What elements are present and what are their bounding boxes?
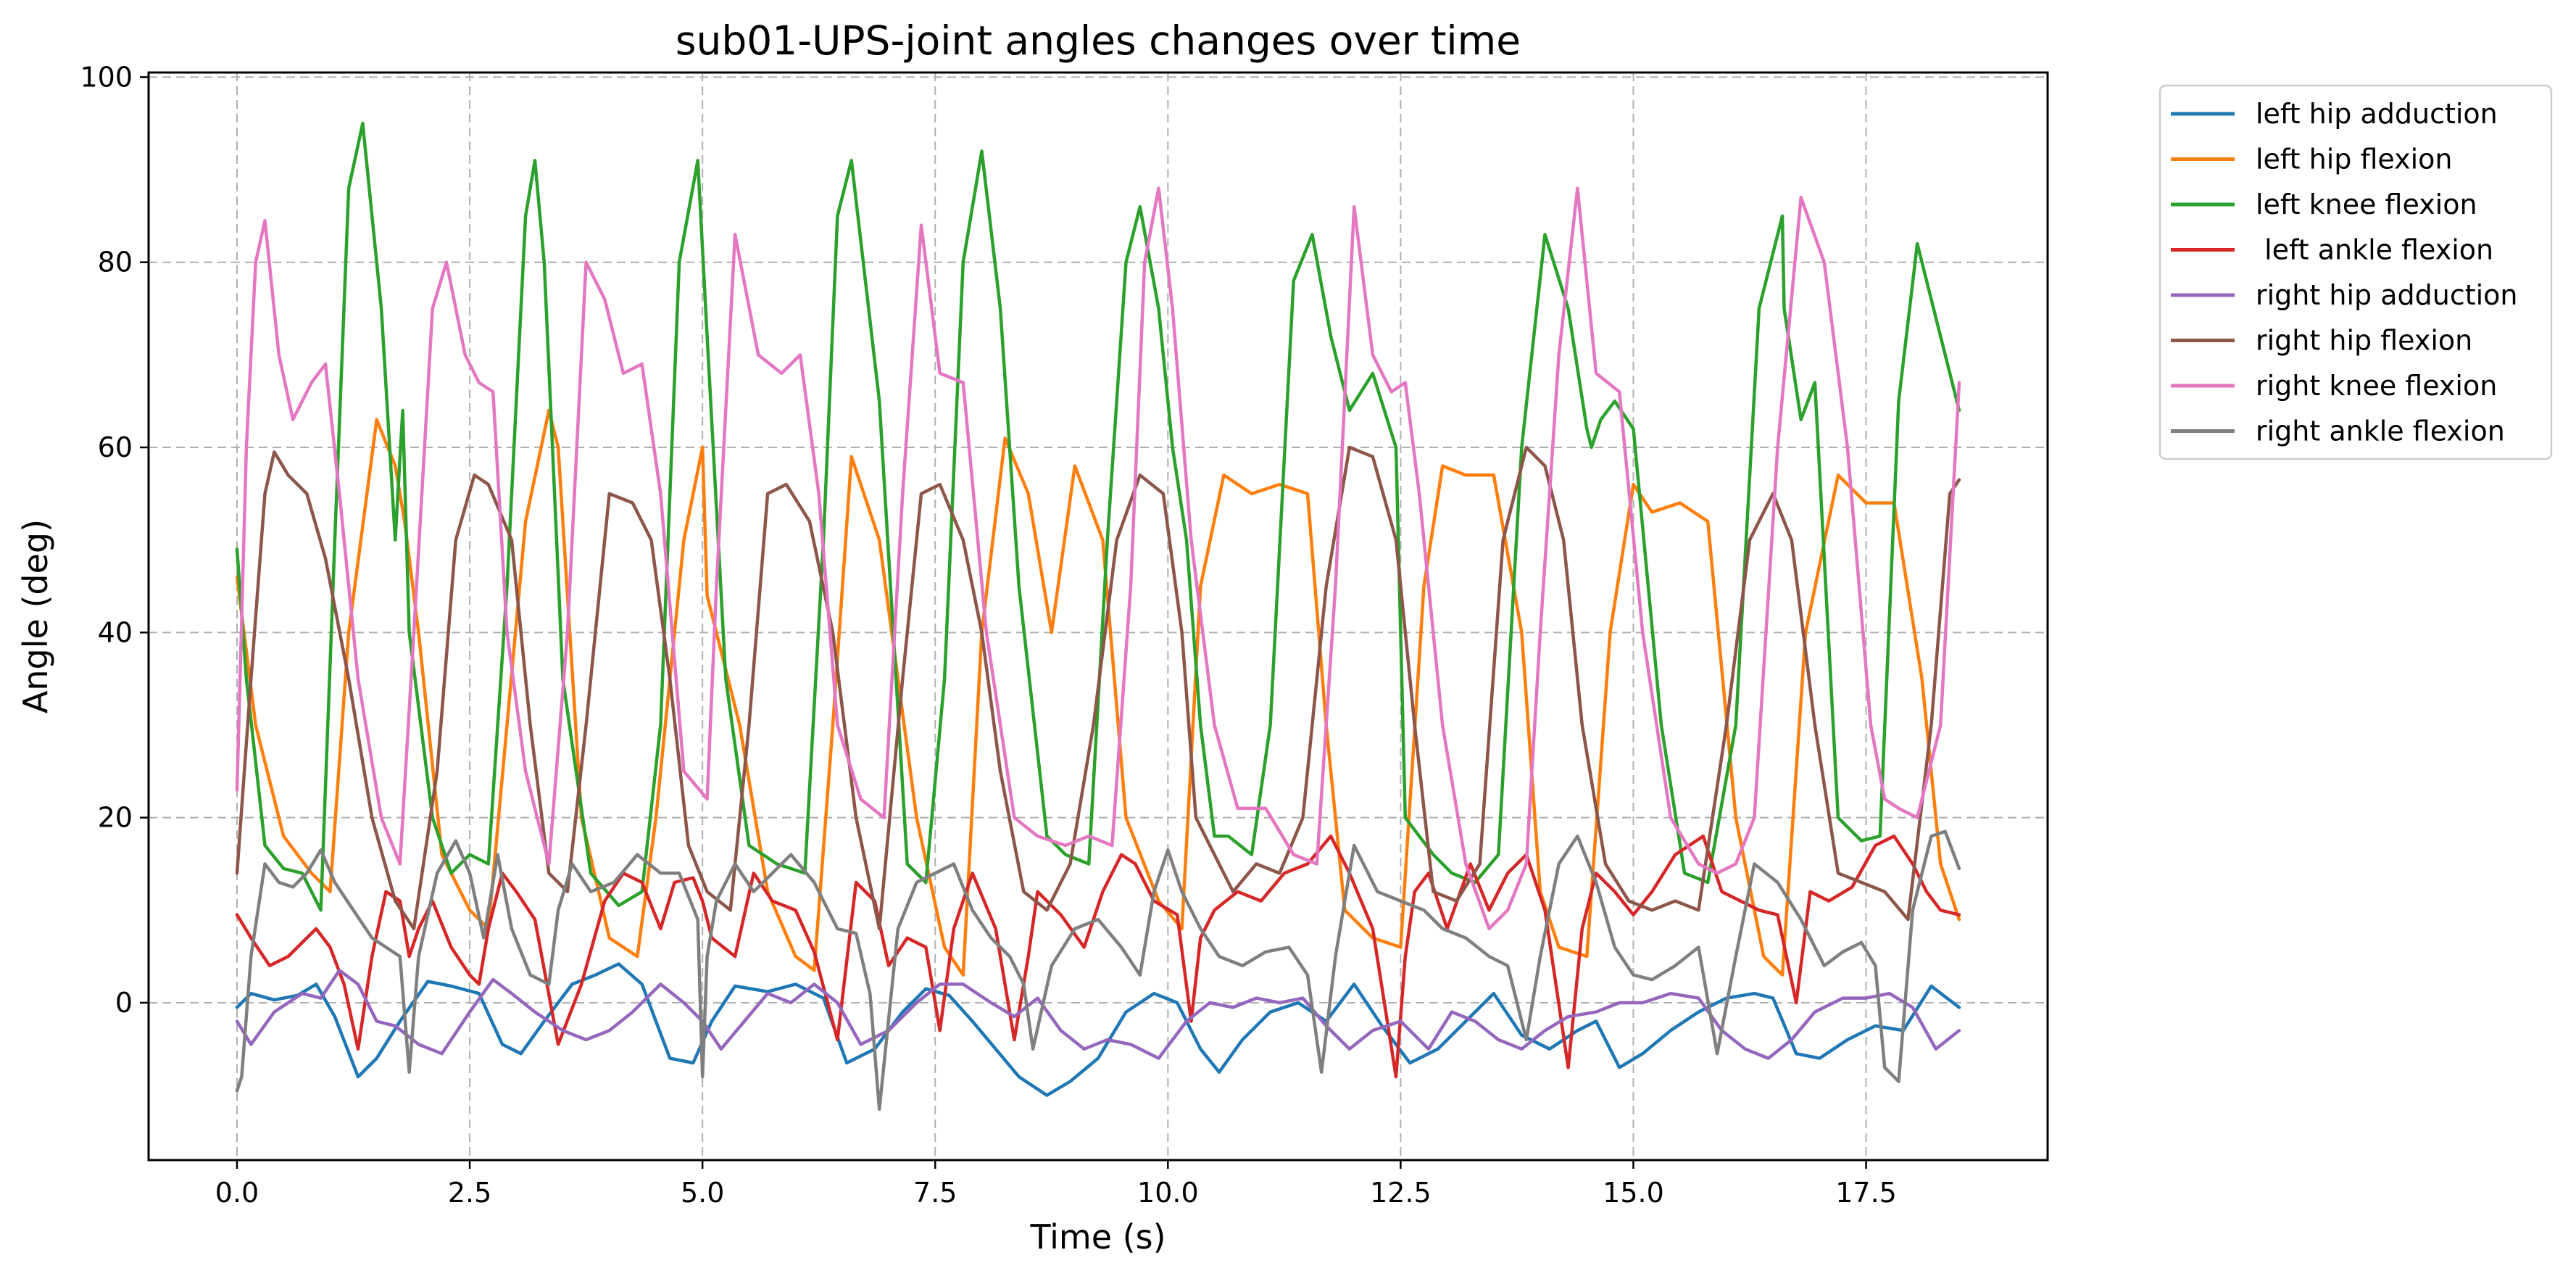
legend-label: right hip flexion: [2256, 325, 2472, 357]
legend-label: right ankle flexion: [2256, 415, 2505, 447]
x-axis-title: Time (s): [1029, 1217, 1166, 1257]
series-line-5: [235, 445, 1961, 931]
legend-frame: [2159, 84, 2553, 460]
series-line-2: [235, 121, 1961, 912]
y-axis-ticks: 0 20 40 60 80 100: [80, 61, 149, 1019]
y-tick-label: 20: [98, 802, 133, 834]
y-tick-label: 100: [80, 61, 133, 93]
x-tick-label: 2.5: [448, 1177, 491, 1209]
legend: left hip adduction left hip flexion left k…: [2159, 84, 2553, 460]
series-line-3: [235, 834, 1961, 1079]
legend-label: left ankle flexion: [2256, 234, 2493, 266]
series-lines: [235, 121, 1961, 1112]
x-tick-label: 0.0: [215, 1177, 259, 1209]
x-tick-label: 15.0: [1603, 1177, 1664, 1209]
series-line-6: [235, 186, 1961, 931]
y-tick-label: 40: [98, 616, 133, 648]
x-tick-label: 12.5: [1370, 1177, 1432, 1209]
x-axis-ticks: 0.0 2.5 5.0 7.5 10.0 12.5 15.0 17.5: [215, 1160, 1897, 1209]
x-tick-label: 7.5: [913, 1177, 957, 1209]
legend-label: right knee flexion: [2256, 370, 2497, 402]
series-line-7: [235, 829, 1961, 1112]
legend-label: left hip flexion: [2256, 144, 2453, 175]
x-tick-label: 5.0: [681, 1177, 724, 1209]
x-tick-label: 17.5: [1835, 1177, 1897, 1209]
chart-title: sub01-UPS-joint angles changes over time: [676, 17, 1521, 64]
y-tick-label: 0: [115, 987, 133, 1019]
series-line-4: [235, 969, 1961, 1060]
series-line-1: [235, 408, 1961, 977]
y-tick-label: 60: [98, 431, 133, 463]
legend-label: right hip adduction: [2256, 279, 2518, 311]
y-tick-label: 80: [98, 247, 133, 278]
series-line-0: [235, 962, 1961, 1097]
legend-label: left knee flexion: [2256, 189, 2477, 220]
plot-frame: [147, 71, 2049, 1162]
legend-label: left hip adduction: [2256, 98, 2498, 130]
y-axis-title: Angle (deg): [16, 519, 55, 713]
x-tick-label: 10.0: [1137, 1177, 1199, 1209]
